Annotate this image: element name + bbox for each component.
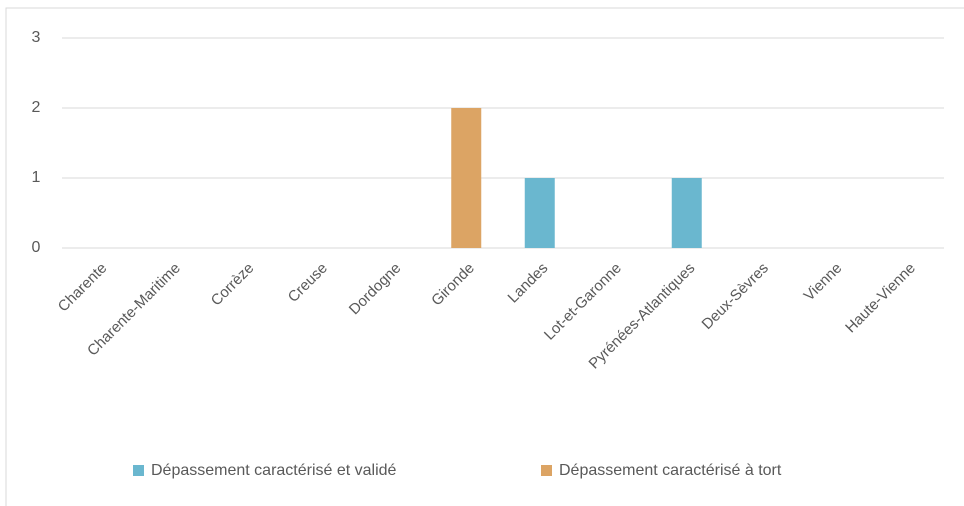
bar (524, 178, 555, 248)
legend-label: Dépassement caractérisé à tort (559, 462, 782, 479)
y-tick-label: 1 (32, 169, 41, 186)
y-tick-label: 2 (32, 99, 41, 116)
legend-swatch (541, 465, 552, 476)
y-tick-label: 0 (32, 239, 41, 256)
chart-border (5, 7, 964, 506)
legend-swatch (133, 465, 144, 476)
bar (451, 108, 482, 248)
y-tick-label: 3 (32, 29, 41, 46)
legend-label: Dépassement caractérisé et validé (151, 462, 397, 479)
bar (671, 178, 702, 248)
